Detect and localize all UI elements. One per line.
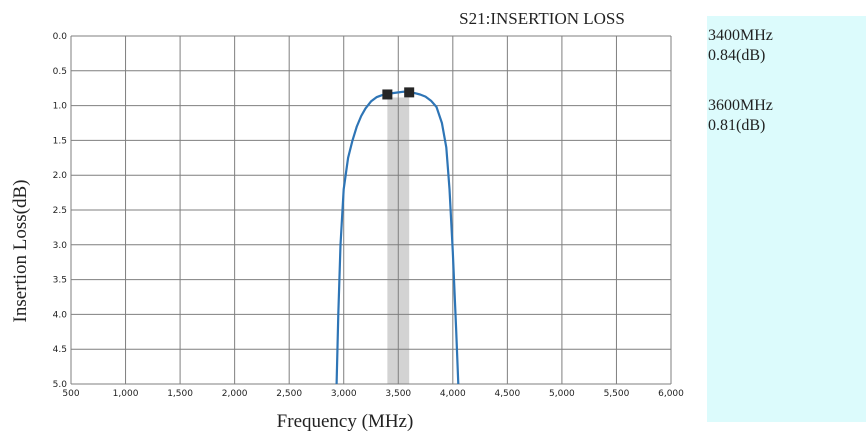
marker-2-frequency: 3600MHz (708, 97, 773, 114)
marker-layer (382, 87, 415, 100)
y-tick-label: 4.5 (53, 345, 67, 355)
x-tick-label: 2,500 (276, 389, 302, 399)
x-tick-label: 5,000 (549, 389, 575, 399)
y-tick-label: 0.0 (53, 32, 68, 42)
x-axis-label: Frequency (MHz) (277, 411, 414, 432)
x-tick-label: 500 (62, 389, 79, 399)
x-tick-label: 1,000 (113, 389, 139, 399)
marker-point-2 (404, 87, 415, 98)
y-tick-label: 5.0 (53, 380, 68, 390)
x-tick-label: 6,000 (658, 389, 684, 399)
grid-layer (70, 35, 672, 385)
x-tick-label: 4,000 (440, 389, 466, 399)
marker-point-1 (382, 89, 393, 100)
y-tick-label: 3.5 (53, 276, 67, 286)
y-tick-label: 2.0 (53, 171, 68, 181)
x-tick-label: 2,000 (222, 389, 248, 399)
chart-title: S21:INSERTION LOSS (459, 9, 625, 28)
series-layer (335, 90, 460, 385)
x-tick-label: 5,500 (604, 389, 630, 399)
x-tick-label: 3,500 (385, 389, 411, 399)
x-tick-label: 1,500 (167, 389, 193, 399)
y-tick-label: 0.5 (53, 67, 67, 77)
x-tick-label: 3,000 (331, 389, 357, 399)
y-axis-label: Insertion Loss(dB) (10, 179, 31, 322)
x-tick-label: 4,500 (494, 389, 520, 399)
y-tick-label: 1.5 (53, 136, 67, 146)
marker-2-value: 0.81(dB) (708, 117, 766, 134)
series-line (335, 90, 460, 385)
marker-2-readout: 3600MHz 0.81(dB) (708, 96, 773, 136)
marker-readout-panel: 3400MHz 0.84(dB) 3600MHz 0.81(dB) (707, 16, 866, 422)
marker-1-value: 0.84(dB) (708, 47, 766, 64)
marker-1-readout: 3400MHz 0.84(dB) (708, 26, 773, 66)
marker-1-frequency: 3400MHz (708, 27, 773, 44)
y-tick-label: 2.5 (53, 206, 67, 216)
y-tick-label: 3.0 (53, 241, 68, 251)
y-tick-label: 1.0 (53, 102, 68, 112)
y-tick-label: 4.0 (53, 310, 68, 320)
